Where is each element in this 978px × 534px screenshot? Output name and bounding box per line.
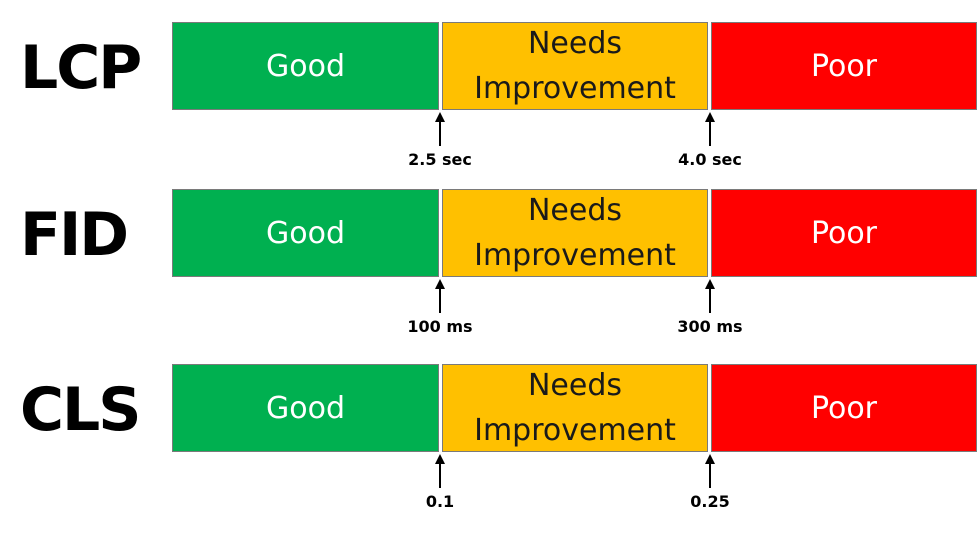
segment-label: Needs Improvement <box>474 188 676 278</box>
arrow-up-icon <box>705 112 715 146</box>
metric-row-fid: FID Good Needs Improvement Poor 100 ms 3… <box>0 189 978 359</box>
segment-needs-improvement: Needs Improvement <box>442 189 708 277</box>
segment-poor: Poor <box>711 22 977 110</box>
segment-good: Good <box>172 364 439 452</box>
metric-name: CLS <box>20 375 141 445</box>
arrow-up-icon <box>705 454 715 488</box>
metric-row-lcp: LCP Good Needs Improvement Poor 2.5 sec … <box>0 22 978 192</box>
segment-needs-improvement: Needs Improvement <box>442 364 708 452</box>
threshold-label: 2.5 sec <box>408 150 472 169</box>
segment-label: Good <box>266 215 345 251</box>
threshold-label: 100 ms <box>407 317 473 336</box>
metric-row-cls: CLS Good Needs Improvement Poor 0.1 0.25 <box>0 364 978 534</box>
segment-label: Needs Improvement <box>474 21 676 111</box>
metric-name: FID <box>20 200 129 270</box>
segment-label: Good <box>266 48 345 84</box>
segment-label: Needs Improvement <box>474 363 676 453</box>
segment-label-line2: Improvement <box>474 71 676 106</box>
segment-label-line1: Needs <box>527 193 623 228</box>
arrow-up-icon <box>435 454 445 488</box>
arrow-up-icon <box>435 112 445 146</box>
threshold-label: 0.1 <box>425 492 455 511</box>
metric-name: LCP <box>20 33 142 103</box>
segment-label: Poor <box>810 390 878 426</box>
segment-label: Poor <box>810 215 878 251</box>
segment-label-line2: Improvement <box>474 413 676 448</box>
segment-needs-improvement: Needs Improvement <box>442 22 708 110</box>
arrow-up-icon <box>435 279 445 313</box>
segment-label: Good <box>266 390 345 426</box>
segment-good: Good <box>172 189 439 277</box>
segment-poor: Poor <box>711 364 977 452</box>
segment-label-line1: Needs <box>527 26 623 61</box>
segment-good: Good <box>172 22 439 110</box>
arrow-up-icon <box>705 279 715 313</box>
threshold-label: 4.0 sec <box>678 150 742 169</box>
segment-label-line2: Improvement <box>474 238 676 273</box>
segment-label: Poor <box>810 48 878 84</box>
threshold-label: 0.25 <box>690 492 730 511</box>
segment-label-line1: Needs <box>527 368 623 403</box>
threshold-label: 300 ms <box>677 317 743 336</box>
segment-poor: Poor <box>711 189 977 277</box>
